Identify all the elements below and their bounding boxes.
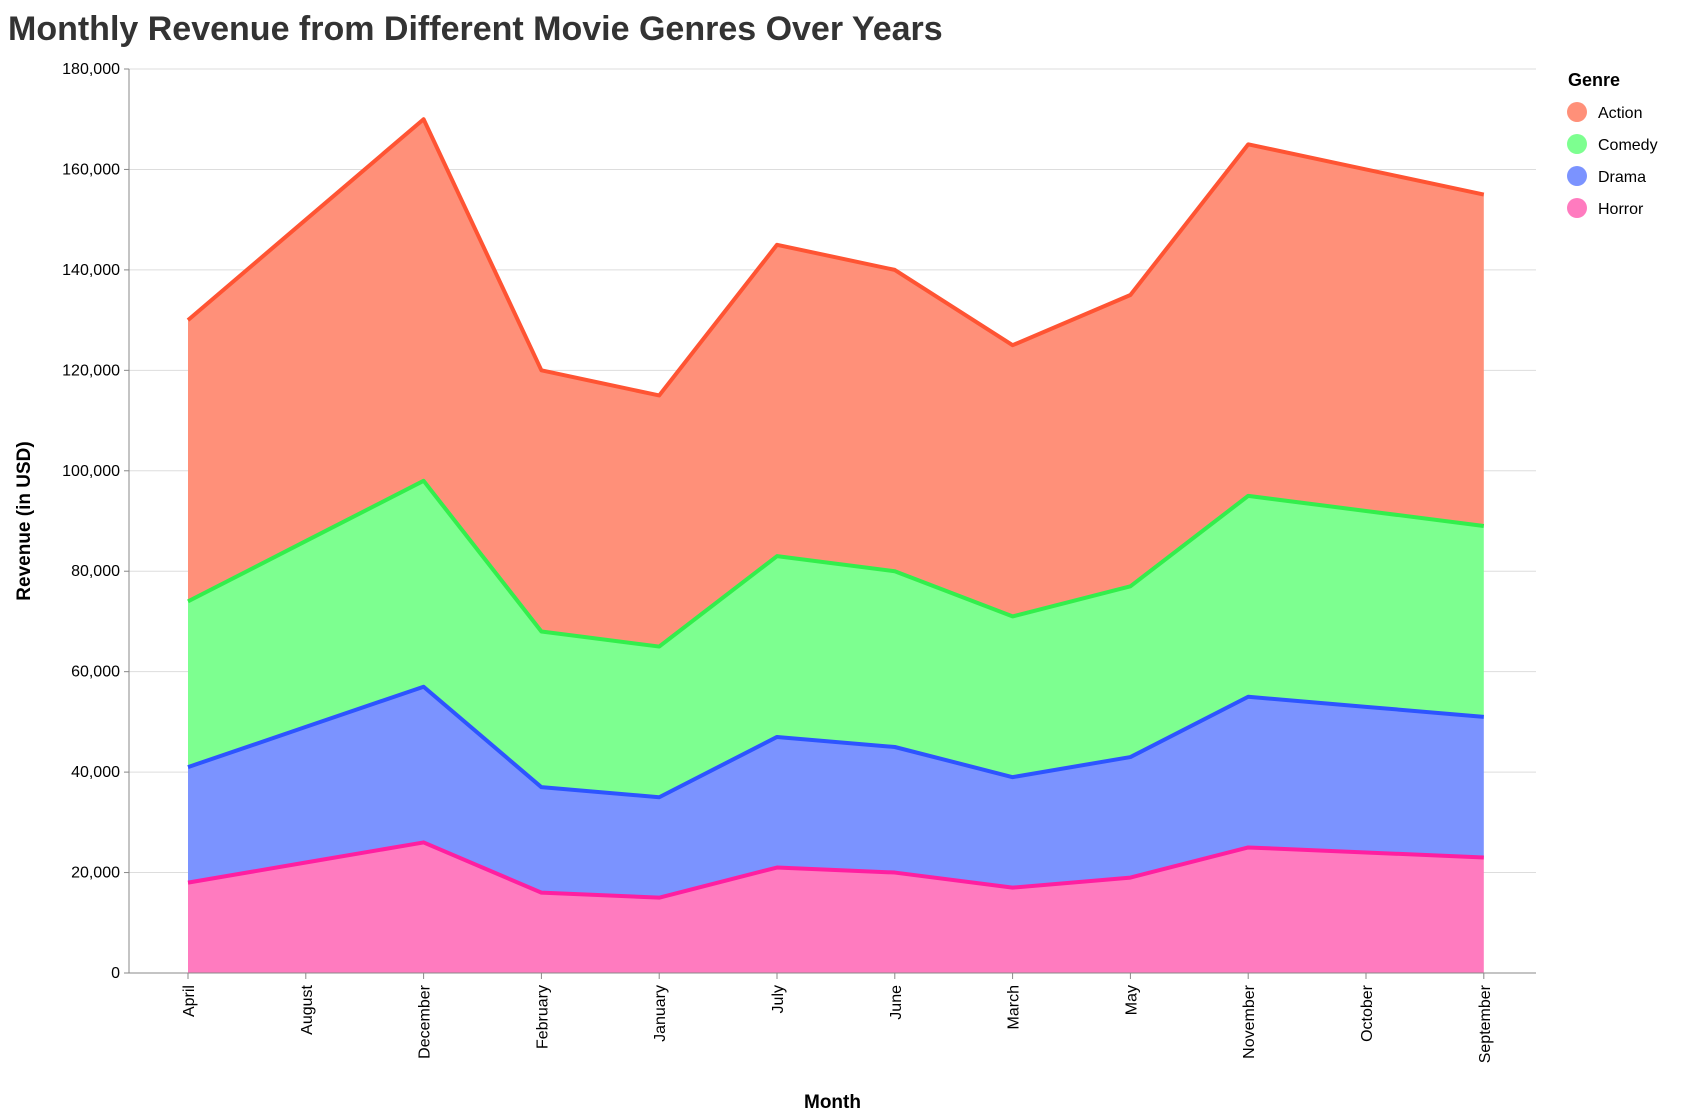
x-tick-label: December [417,984,434,1058]
x-axis: April August December February January July Ju… [129,972,1536,1063]
x-tick-label: July [770,985,787,1013]
legend-label-comedy: Comedy [1598,137,1658,154]
legend-label-drama: Drama [1598,169,1646,186]
line-horror [187,840,1484,900]
y-tick-label: 160,000 [62,161,120,178]
area-comedy [188,480,1484,798]
line-comedy [187,478,1485,649]
x-tick-label: April [181,985,198,1017]
y-tick-label: 100,000 [62,463,120,480]
area-top-lines [186,117,1485,900]
x-tick-label: January [652,985,669,1042]
chart-title: Monthly Revenue from Different Movie Gen… [8,10,943,48]
y-tick-label: 140,000 [62,262,120,279]
y-axis: 0 20,000 40,000 60,000 80,000 100,000 120,000 1… [62,61,130,982]
legend: Genre Action Comedy Drama Horror [1567,70,1658,218]
legend-swatch-drama [1567,166,1587,186]
y-tick-label: 120,000 [62,362,120,379]
line-action [186,117,1485,398]
x-tick-label: June [888,985,905,1020]
x-tick-label: November [1241,984,1258,1058]
legend-label-horror: Horror [1598,201,1644,218]
y-tick-label: 60,000 [71,664,120,681]
area-action [188,119,1484,647]
area-layers [188,119,1484,973]
y-tick-label: 40,000 [71,764,120,781]
legend-swatch-action [1567,102,1587,122]
x-axis-title: Month [804,1092,861,1113]
legend-swatch-comedy [1567,134,1587,154]
x-tick-label: February [534,985,551,1049]
x-tick-label: October [1359,984,1376,1042]
x-tick-label: May [1123,985,1140,1015]
legend-title: Genre [1568,70,1620,90]
y-axis-title: Revenue (in USD) [14,441,35,600]
y-tick-label: 20,000 [71,865,120,882]
legend-label-action: Action [1598,105,1642,122]
line-drama [187,684,1484,800]
y-tick-label: 180,000 [62,61,120,78]
x-tick-label: September [1477,984,1494,1063]
x-tick-label: August [299,984,316,1034]
area-drama [188,686,1484,898]
y-tick-label: 0 [111,965,120,982]
area-horror [188,842,1484,973]
legend-swatch-horror [1567,198,1587,218]
y-tick-label: 80,000 [71,563,120,580]
x-tick-label: March [1006,985,1023,1029]
